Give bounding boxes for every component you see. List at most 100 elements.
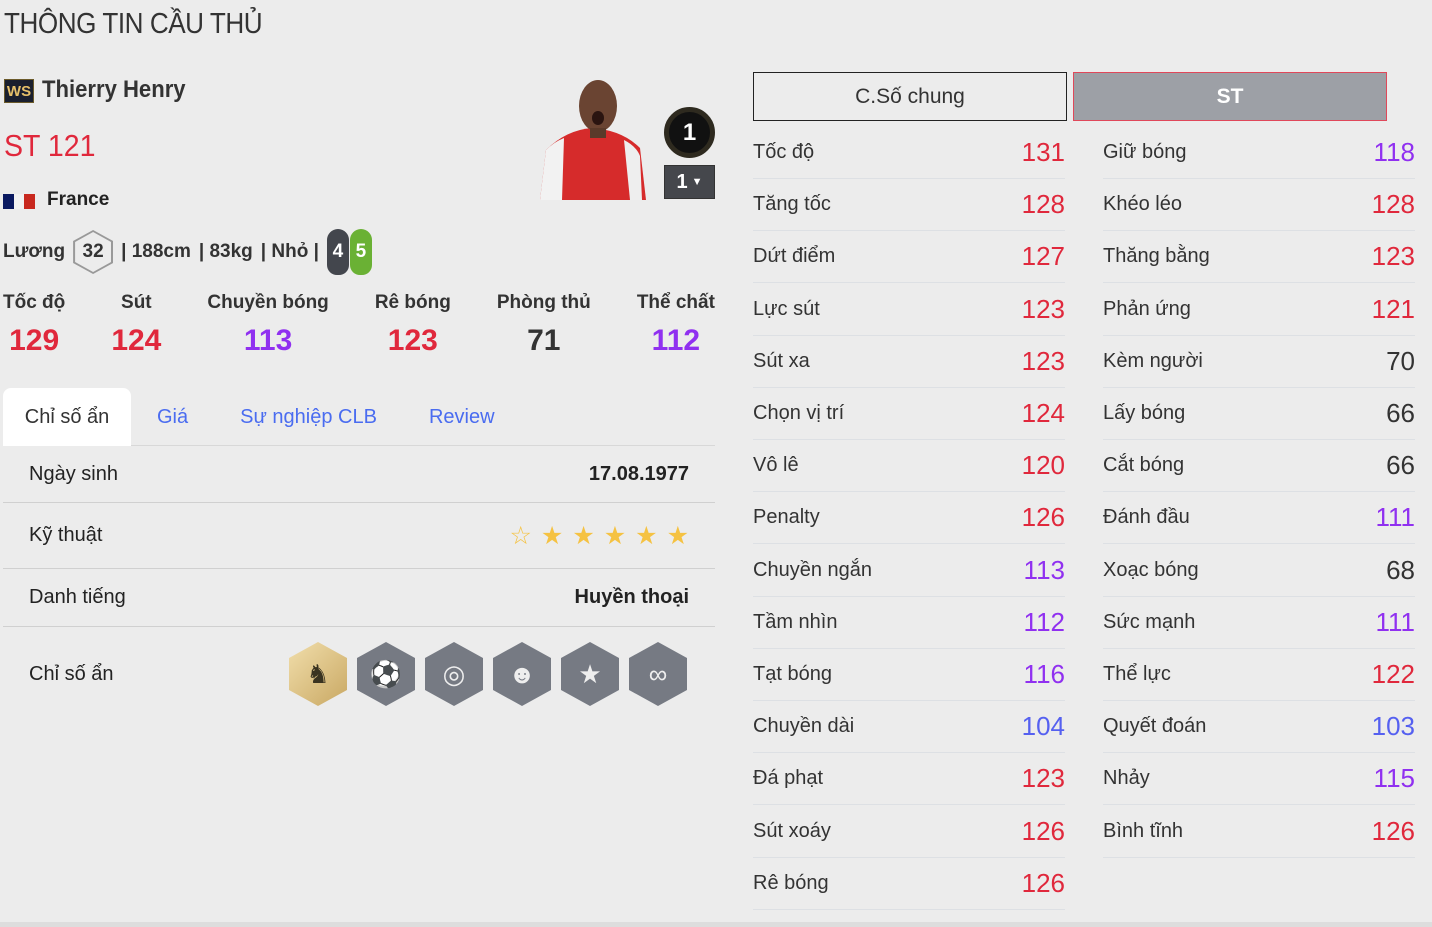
knight-horse-icon[interactable]: ♞ <box>289 642 347 706</box>
star-empty-icon: ☆ <box>509 521 532 550</box>
stat-label: Sút xa <box>753 349 810 372</box>
weak-foot-icon: 4 <box>326 229 349 275</box>
skill-label: Kỹ thuật <box>29 524 103 546</box>
star-filled-icon: ★ <box>666 521 689 550</box>
stat-value: 126 <box>1021 867 1065 898</box>
stat-value: 122 <box>1371 659 1415 689</box>
tab-price[interactable]: Giá <box>157 405 189 428</box>
summary-stat-value: 112 <box>651 324 701 357</box>
stat-row: Đánh đầu 111 <box>1103 492 1415 545</box>
star-filled-icon: ★ <box>540 521 564 550</box>
tab-hidden-stats[interactable]: Chỉ số ẩn <box>3 388 131 446</box>
summary-stat-value: 129 <box>9 324 60 357</box>
player-photo <box>536 72 648 200</box>
tab-club-career[interactable]: Sự nghiệp CLB <box>240 405 377 428</box>
summary-stat-value: 124 <box>111 324 162 357</box>
stat-row: Nhảy 115 <box>1103 753 1415 806</box>
stat-label: Bình tĩnh <box>1103 819 1184 842</box>
stat-value: 131 <box>1021 137 1065 167</box>
stat-value: 123 <box>1021 763 1065 794</box>
position-stats-button[interactable]: ST <box>1073 72 1387 121</box>
summary-stat-label: Sút <box>121 292 152 313</box>
stat-row: Quyết đoán 103 <box>1103 701 1415 754</box>
player-info: Lương 32 | 188cm | 83kg | Nhỏ | 4 5 <box>3 229 372 275</box>
summary-stat-value: 113 <box>243 324 293 357</box>
stat-row: Sút xoáy 126 <box>753 806 1065 858</box>
stat-value: 104 <box>1021 711 1065 742</box>
position-rating: ST 121 <box>4 128 96 163</box>
summary-stat-value: 71 <box>527 324 561 357</box>
stat-value: 112 <box>1023 606 1065 637</box>
stat-label: Chọn vị trí <box>753 402 845 424</box>
stat-row: Lực sút 123 <box>753 284 1065 336</box>
salary-value: 32 <box>82 241 104 262</box>
birth-value: 17.08.1977 <box>588 463 689 485</box>
upgrade-level-dropdown[interactable]: 1 ▼ <box>664 165 715 199</box>
stat-row: Tăng tốc 128 <box>753 179 1065 232</box>
summary-stat: Thể chất 112 <box>637 292 715 358</box>
stat-row: Thể lực 122 <box>1103 649 1415 701</box>
general-stats-button[interactable]: C.Số chung <box>753 72 1067 121</box>
upgrade-level: 1 <box>676 170 688 193</box>
skill-row: Kỹ thuật ☆ ★ ★ ★ ★ ★ <box>3 503 715 569</box>
player-head-icon[interactable]: ☻ <box>493 642 551 706</box>
stat-row: Tạt bóng 116 <box>753 649 1065 701</box>
salary-label: Lương <box>3 241 66 262</box>
boot-ball-icon[interactable]: ★ <box>561 642 619 706</box>
stat-label: Tăng tốc <box>753 193 831 216</box>
season-badge-icon: WS <box>4 79 34 103</box>
body-type: | Nhỏ | <box>260 241 319 262</box>
stat-row: Bình tĩnh 126 <box>1103 806 1415 858</box>
stat-label: Dứt điểm <box>753 245 836 268</box>
traits-row: Chỉ số ẩn ♞ ⚽ ◎ ☻ ★ ∞ <box>3 627 715 721</box>
stat-label: Tốc độ <box>753 141 815 163</box>
stat-row: Chuyền ngắn 113 <box>753 545 1065 597</box>
stat-value: 66 <box>1386 450 1415 481</box>
stat-label: Khéo léo <box>1103 193 1182 216</box>
stat-row: Dứt điểm 127 <box>753 231 1065 284</box>
stat-label: Quyết đoán <box>1103 715 1207 738</box>
stat-label: Penalty <box>753 506 820 529</box>
summary-stat-label: Chuyền bóng <box>207 292 329 313</box>
stat-label: Sút xoáy <box>753 819 831 842</box>
dribble-path-icon[interactable]: ∞ <box>629 642 687 706</box>
stat-value: 118 <box>1373 137 1415 167</box>
fame-value: Huyền thoại <box>574 586 689 608</box>
birth-row: Ngày sinh 17.08.1977 <box>3 447 715 503</box>
stat-value: 70 <box>1386 345 1415 376</box>
stat-value: 124 <box>1021 398 1065 428</box>
stat-row: Giữ bóng 118 <box>1103 127 1415 179</box>
stat-value: 115 <box>1373 763 1415 794</box>
stat-label: Chuyền dài <box>753 715 855 738</box>
stat-value: 68 <box>1386 554 1415 585</box>
stat-label: Tầm nhìn <box>753 610 838 633</box>
star-filled-icon: ★ <box>635 521 658 550</box>
skill-stars: ☆ ★ ★ ★ ★ ★ <box>509 521 689 551</box>
stat-value: 123 <box>1021 293 1065 324</box>
stat-value: 113 <box>1023 554 1065 585</box>
summary-stats: Tốc độ 129 Sút 124 Chuyền bóng 113 Rê bóng 123 P… <box>3 292 715 358</box>
stat-value: 111 <box>1375 606 1415 637</box>
stat-value: 126 <box>1021 815 1065 846</box>
summary-stat-value: 123 <box>387 324 438 357</box>
height: | 188cm <box>121 241 191 262</box>
salary-badge: 32 <box>73 230 114 274</box>
goal-shot-icon[interactable]: ⚽ <box>357 642 415 706</box>
star-filled-icon: ★ <box>603 521 627 550</box>
info-tabs: Chỉ số ẩn Giá Sự nghiệp CLB Review <box>3 388 715 446</box>
summary-stat: Sút 124 <box>111 292 161 358</box>
stat-row: Kèm người 70 <box>1103 336 1415 388</box>
traits-list: ♞ ⚽ ◎ ☻ ★ ∞ <box>289 642 687 706</box>
stat-value: 126 <box>1371 815 1415 846</box>
star-filled-icon: ★ <box>572 521 595 550</box>
tab-review[interactable]: Review <box>428 405 495 428</box>
summary-stat: Chuyền bóng 113 <box>207 292 328 358</box>
stat-label: Tạt bóng <box>753 663 832 685</box>
stat-row: Tốc độ 131 <box>753 127 1065 179</box>
stat-label: Lực sút <box>753 297 820 320</box>
stat-row: Chuyền dài 104 <box>753 701 1065 754</box>
stat-label: Đánh đầu <box>1103 506 1190 529</box>
boot-target-icon[interactable]: ◎ <box>425 642 483 706</box>
stat-value: 127 <box>1021 241 1065 272</box>
chevron-down-icon: ▼ <box>691 176 703 188</box>
